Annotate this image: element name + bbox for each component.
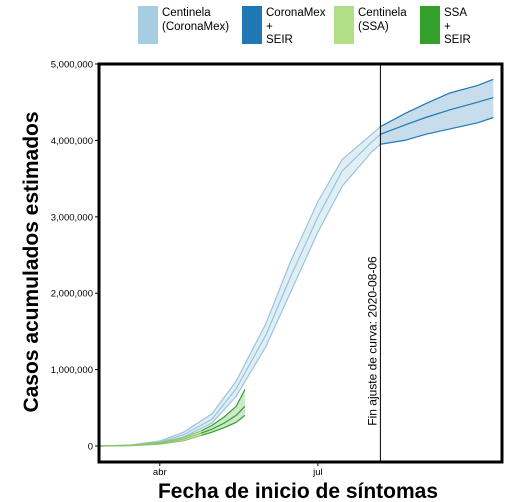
- x-axis: abr jul: [153, 462, 323, 478]
- band-series-3: [201, 389, 245, 436]
- line-series-0-upper: [98, 126, 381, 447]
- series-lines: [98, 78, 494, 447]
- line-series-3-mid: [201, 405, 246, 434]
- line-series-3-upper: [201, 389, 246, 432]
- legend-swatch: [334, 6, 354, 44]
- y-axis: 0 1,000,000 2,000,000 3,000,000 4,000,000 5,0…: [51, 60, 99, 453]
- fit-end-annotation: Fin ajuste de curva: 2020-08-06: [365, 256, 379, 426]
- line-series-1-lower: [380, 116, 494, 145]
- band-series-0: [99, 126, 381, 446]
- y-tick-label: 1,000,000: [51, 365, 93, 376]
- band-series-1: [380, 79, 494, 145]
- x-tick-label: jul: [312, 467, 323, 478]
- legend: Centinela (CoronaMex) CoronaMex + SEIR C…: [138, 4, 478, 46]
- line-series-1-upper: [380, 78, 494, 128]
- legend-label: SSA + SEIR: [444, 7, 471, 46]
- legend-label: Centinela (CoronaMex): [162, 7, 230, 33]
- y-tick-label: 0: [88, 442, 93, 453]
- line-series-1-mid: [380, 97, 494, 135]
- legend-swatch: [138, 6, 158, 44]
- legend-label: Centinela (SSA): [358, 7, 407, 33]
- y-tick-label: 4,000,000: [51, 136, 93, 147]
- y-tick-label: 3,000,000: [51, 212, 93, 223]
- y-tick-label: 5,000,000: [51, 60, 93, 71]
- plot-frame: [97, 62, 504, 464]
- legend-label: CoronaMex + SEIR: [266, 7, 326, 46]
- legend-swatch: [242, 6, 262, 44]
- y-tick-label: 2,000,000: [51, 289, 93, 300]
- legend-swatch: [420, 6, 440, 44]
- x-tick-label: abr: [153, 467, 167, 478]
- x-axis-title: Fecha de inicio de síntomas: [158, 480, 438, 502]
- line-series-3-lower: [201, 414, 246, 436]
- line-series-2-upper: [98, 430, 202, 447]
- series-bands: [99, 79, 494, 446]
- y-axis-title: Casos acumulados estimados: [20, 111, 43, 412]
